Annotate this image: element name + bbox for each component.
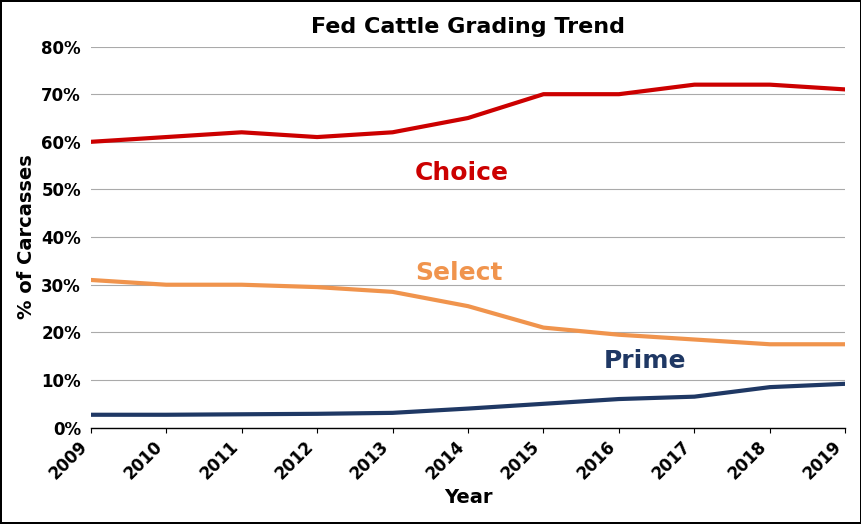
X-axis label: Year: Year bbox=[443, 488, 492, 507]
Y-axis label: % of Carcasses: % of Carcasses bbox=[16, 155, 35, 320]
Text: Select: Select bbox=[415, 261, 502, 285]
Title: Fed Cattle Grading Trend: Fed Cattle Grading Trend bbox=[311, 17, 624, 37]
Text: Choice: Choice bbox=[415, 161, 509, 185]
Text: Prime: Prime bbox=[604, 349, 685, 373]
